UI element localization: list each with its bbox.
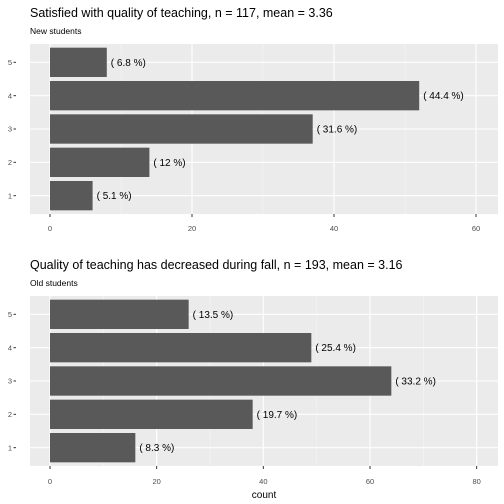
x-tick-label: 40: [259, 477, 267, 486]
x-tick-label: 40: [330, 224, 338, 233]
x-tick-labels: 0 20 40 60 80: [48, 466, 481, 486]
y-tick-label: 1: [8, 191, 12, 200]
y-tick-labels: 1 2 3 4 5: [8, 58, 16, 200]
chart-title: Quality of teaching has decreased during…: [30, 258, 403, 272]
x-tick-label: 20: [152, 477, 160, 486]
bar: [50, 114, 313, 144]
data-label: ( 33.2 %): [395, 377, 436, 388]
x-tick-label: 20: [188, 224, 196, 233]
bar: [50, 299, 189, 329]
data-label: ( 5.1 %): [97, 191, 132, 202]
bar: [50, 366, 392, 396]
x-tick-label: 60: [366, 477, 374, 486]
bar: [50, 333, 312, 363]
bars: ( 5.1 %) ( 12 %) ( 31.6 %) ( 44.4 %) ( 6.8 %…: [50, 47, 464, 211]
data-label: ( 6.8 %): [111, 58, 146, 69]
y-tick-label: 5: [8, 58, 12, 67]
chart-subtitle: Old students: [30, 278, 78, 288]
y-tick-label: 5: [8, 310, 12, 319]
bar: [50, 433, 136, 463]
x-tick-label: 0: [48, 224, 52, 233]
data-label: ( 44.4 %): [423, 91, 464, 102]
y-tick-label: 2: [8, 410, 12, 419]
data-label: ( 31.6 %): [317, 125, 358, 136]
x-tick-label: 0: [48, 477, 52, 486]
bars: ( 8.3 %) ( 19.7 %) ( 33.2 %) ( 25.4 %) ( 13.…: [50, 299, 436, 463]
x-tick-label: 80: [472, 477, 480, 486]
bar: [50, 47, 107, 77]
data-label: ( 19.7 %): [257, 410, 298, 421]
chart-subtitle: New students: [30, 26, 82, 36]
x-tick-labels: 0 20 40 60: [48, 214, 480, 233]
chart-title: Satisfied with quality of teaching, n = …: [30, 6, 333, 20]
chart-panel-old-students: Quality of teaching has decreased during…: [8, 258, 498, 486]
data-label: ( 8.3 %): [139, 443, 174, 454]
y-tick-label: 3: [8, 377, 12, 386]
y-tick-label: 3: [8, 125, 12, 134]
bar: [50, 399, 253, 429]
x-axis-title: count: [252, 490, 277, 501]
data-label: ( 13.5 %): [193, 310, 234, 321]
bar: [50, 181, 93, 211]
bar: [50, 81, 420, 111]
y-tick-label: 1: [8, 443, 12, 452]
y-tick-label: 4: [8, 91, 12, 100]
y-tick-labels: 1 2 3 4 5: [8, 310, 16, 452]
chart-panel-new-students: Satisfied with quality of teaching, n = …: [8, 6, 498, 233]
y-tick-label: 2: [8, 158, 12, 167]
y-tick-label: 4: [8, 343, 12, 352]
bar: [50, 147, 150, 177]
data-label: ( 25.4 %): [315, 343, 356, 354]
x-tick-label: 60: [472, 224, 480, 233]
data-label: ( 12 %): [153, 158, 185, 169]
